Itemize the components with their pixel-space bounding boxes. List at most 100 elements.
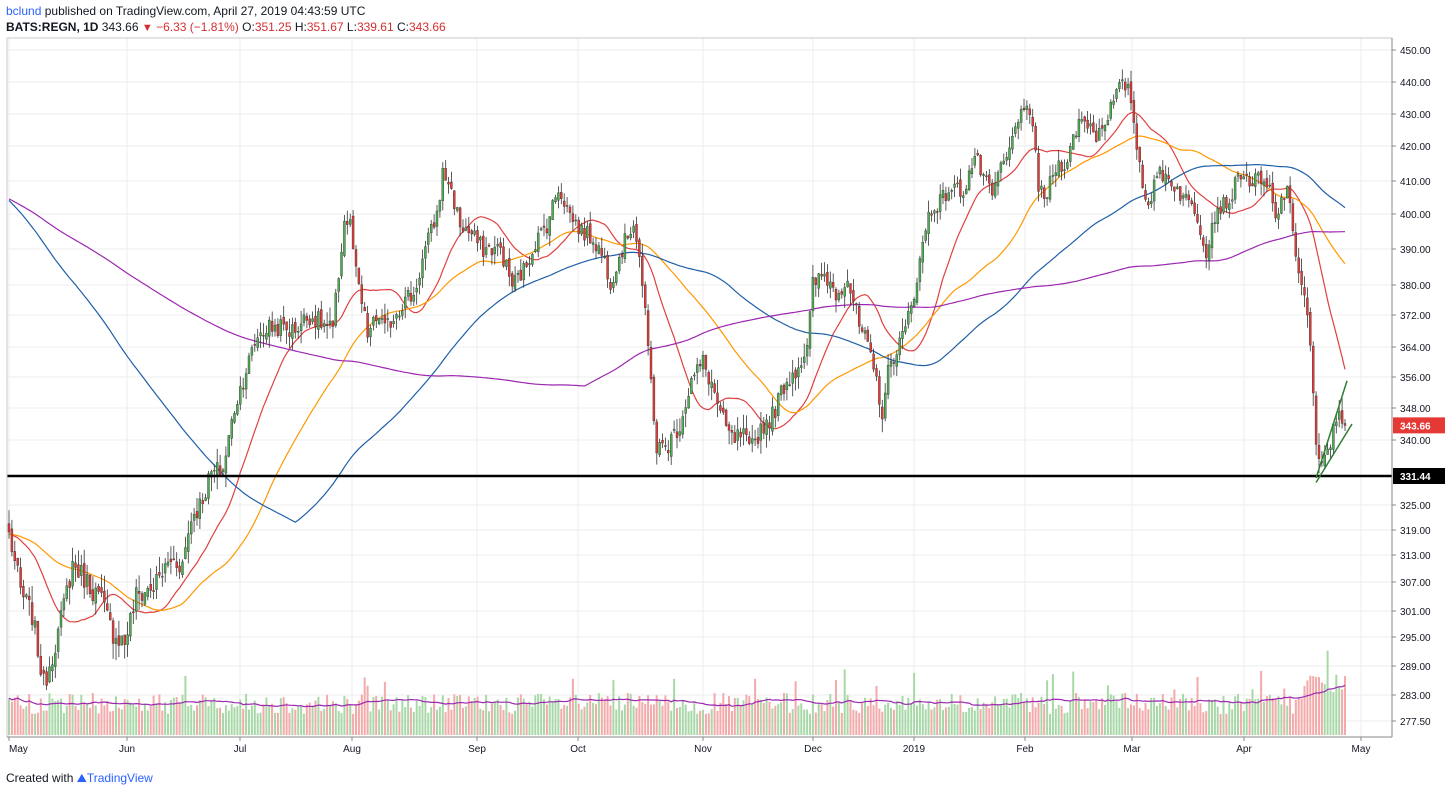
candle[interactable] (126, 621, 129, 657)
candle[interactable] (724, 408, 728, 427)
candle[interactable] (878, 370, 881, 418)
candle[interactable] (505, 259, 508, 271)
candle[interactable] (956, 176, 959, 188)
candle[interactable] (936, 208, 939, 224)
candle[interactable] (800, 357, 803, 373)
candle[interactable] (91, 576, 95, 606)
candle[interactable] (19, 557, 22, 595)
candle[interactable] (1196, 204, 1199, 224)
candle[interactable] (470, 228, 473, 242)
candle[interactable] (161, 563, 164, 587)
candle[interactable] (320, 300, 323, 330)
candle[interactable] (51, 656, 54, 682)
candle[interactable] (635, 216, 638, 249)
candle[interactable] (1158, 165, 1162, 179)
candle[interactable] (600, 237, 603, 264)
candle[interactable] (646, 304, 650, 356)
candle[interactable] (169, 546, 173, 575)
candle[interactable] (632, 220, 635, 239)
candle[interactable] (869, 334, 872, 353)
candle[interactable] (1141, 160, 1144, 189)
candle[interactable] (421, 249, 424, 288)
candle[interactable] (1071, 134, 1075, 151)
candle[interactable] (684, 399, 687, 428)
candle[interactable] (1132, 91, 1136, 134)
candle[interactable] (1256, 170, 1260, 185)
candle[interactable] (730, 425, 734, 445)
candle[interactable] (487, 243, 491, 248)
candle[interactable] (1343, 419, 1347, 431)
candle[interactable] (1014, 122, 1017, 138)
candle[interactable] (140, 591, 144, 608)
candle[interactable] (291, 317, 294, 350)
candle[interactable] (508, 248, 511, 287)
candle[interactable] (771, 397, 774, 436)
candle[interactable] (618, 253, 621, 274)
candle[interactable] (1147, 197, 1150, 209)
candle[interactable] (1118, 79, 1121, 93)
candle[interactable] (736, 417, 739, 451)
candle[interactable] (849, 283, 852, 305)
candle[interactable] (591, 237, 595, 254)
candle[interactable] (479, 235, 482, 250)
candle[interactable] (369, 324, 372, 347)
candle[interactable] (204, 493, 207, 502)
candle[interactable] (1129, 70, 1133, 111)
candle[interactable] (875, 364, 878, 381)
candle[interactable] (1106, 114, 1110, 126)
candle[interactable] (1080, 111, 1084, 124)
candle[interactable] (918, 255, 922, 291)
candle[interactable] (667, 440, 670, 462)
candle[interactable] (74, 554, 77, 582)
candle[interactable] (438, 199, 442, 218)
candle[interactable] (615, 270, 618, 286)
candle[interactable] (1008, 136, 1011, 167)
candle[interactable] (551, 199, 554, 221)
candle[interactable] (221, 467, 225, 476)
candle[interactable] (797, 357, 800, 389)
candle[interactable] (612, 276, 615, 293)
candle[interactable] (554, 194, 557, 204)
candle[interactable] (1251, 176, 1254, 187)
candle[interactable] (756, 427, 760, 449)
candle[interactable] (568, 204, 572, 223)
candle[interactable] (13, 540, 17, 570)
candle[interactable] (644, 281, 647, 316)
candle[interactable] (16, 557, 19, 573)
candle[interactable] (68, 579, 71, 605)
candle[interactable] (331, 320, 335, 339)
candle[interactable] (444, 160, 447, 181)
candle[interactable] (82, 549, 86, 599)
candle[interactable] (187, 520, 190, 564)
candle[interactable] (163, 558, 167, 583)
candle[interactable] (696, 357, 699, 385)
candle[interactable] (664, 437, 667, 451)
candle[interactable] (461, 219, 465, 233)
candle[interactable] (537, 226, 540, 258)
tradingview-brand[interactable]: TradingView (86, 771, 153, 785)
candle[interactable] (152, 577, 155, 600)
candle[interactable] (1332, 423, 1335, 456)
candle[interactable] (846, 269, 849, 288)
candle[interactable] (39, 644, 42, 677)
candle[interactable] (710, 369, 713, 401)
candle[interactable] (282, 305, 285, 331)
candle[interactable] (323, 319, 326, 333)
candle[interactable] (886, 354, 890, 400)
candle[interactable] (346, 210, 349, 235)
candle[interactable] (765, 414, 768, 448)
candle[interactable] (172, 545, 176, 561)
candle[interactable] (965, 184, 968, 195)
candle[interactable] (1335, 414, 1338, 434)
candle[interactable] (993, 171, 997, 199)
candle[interactable] (930, 210, 933, 222)
candle[interactable] (273, 318, 277, 337)
candle[interactable] (973, 148, 976, 169)
candle[interactable] (1074, 131, 1078, 139)
candle[interactable] (175, 552, 178, 577)
candle[interactable] (661, 433, 664, 449)
candle[interactable] (759, 412, 762, 454)
candle[interactable] (366, 305, 369, 343)
candle[interactable] (655, 418, 658, 465)
candle[interactable] (753, 429, 757, 447)
